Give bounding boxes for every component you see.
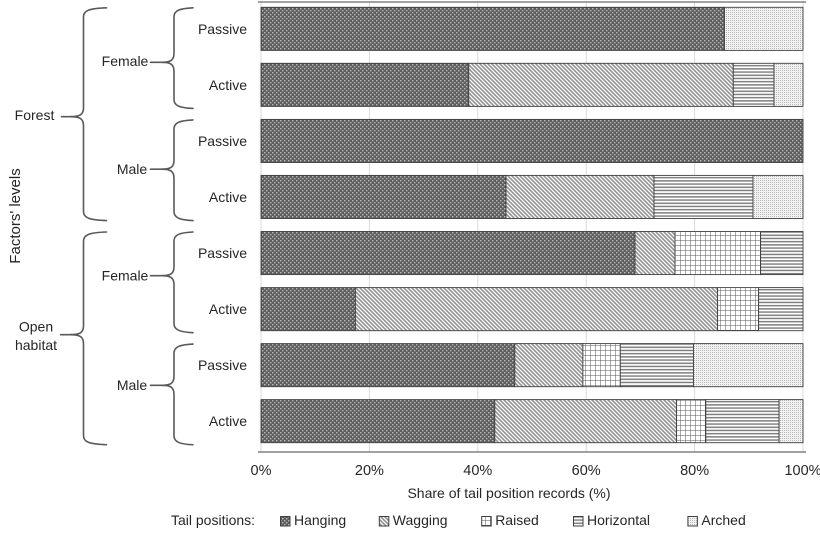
- svg-text:Active: Active: [209, 413, 247, 429]
- svg-text:Female: Female: [102, 267, 149, 283]
- svg-text:Forest: Forest: [15, 107, 55, 123]
- svg-text:Passive: Passive: [198, 21, 247, 37]
- svg-text:Hanging: Hanging: [294, 512, 346, 528]
- svg-text:Open: Open: [19, 319, 53, 335]
- svg-text:40%: 40%: [463, 463, 492, 479]
- svg-text:80%: 80%: [680, 463, 709, 479]
- svg-text:Raised: Raised: [495, 512, 539, 528]
- svg-text:Share of tail position records: Share of tail position records (%): [407, 485, 610, 501]
- svg-text:Female: Female: [102, 53, 149, 69]
- svg-text:Active: Active: [209, 301, 247, 317]
- svg-text:Passive: Passive: [198, 357, 247, 373]
- svg-text:Horizontal: Horizontal: [587, 512, 650, 528]
- svg-text:habitat: habitat: [15, 337, 57, 353]
- svg-text:Passive: Passive: [198, 245, 247, 261]
- svg-text:Active: Active: [209, 189, 247, 205]
- svg-text:100%: 100%: [784, 463, 820, 479]
- svg-text:60%: 60%: [572, 463, 601, 479]
- svg-text:Male: Male: [117, 377, 148, 393]
- svg-text:Factors' levels: Factors' levels: [7, 168, 24, 263]
- svg-text:0%: 0%: [251, 463, 272, 479]
- svg-text:Active: Active: [209, 77, 247, 93]
- svg-text:Male: Male: [117, 161, 148, 177]
- svg-text:Arched: Arched: [701, 512, 745, 528]
- svg-text:Wagging: Wagging: [393, 512, 448, 528]
- svg-text:Passive: Passive: [198, 133, 247, 149]
- svg-text:20%: 20%: [355, 463, 384, 479]
- svg-text:Tail positions:: Tail positions:: [171, 512, 255, 528]
